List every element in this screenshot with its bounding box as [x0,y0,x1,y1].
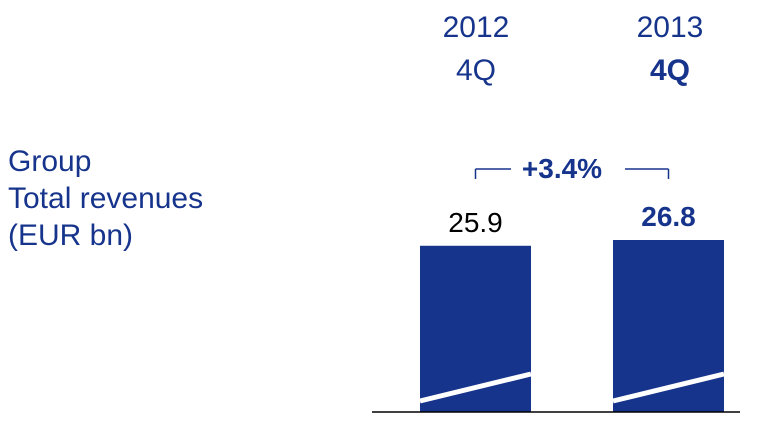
column-year: 2013 [636,11,704,44]
column-quarter: 4Q [455,54,497,87]
row-label-line-3: (EUR bn) [8,219,134,252]
bar-2 [613,240,724,412]
column-header-2012: 2012 4Q [416,6,536,92]
column-header-2013: 2013 4Q [610,6,730,92]
bar-stripe-1 [419,371,532,404]
row-label: Group Total revenues (EUR bn) [8,143,203,254]
column-year: 2012 [442,11,510,44]
bar-stripe-2 [612,371,725,404]
row-label-line-1: Group [8,145,92,178]
bar-value-label-2: 26.8 [641,201,696,232]
row-label-line-2: Total revenues [8,182,204,215]
bar-value-label-1: 25.9 [448,207,503,238]
bar-1 [420,245,531,412]
column-quarter: 4Q [649,54,691,87]
change-percent-label: +3.4% [522,153,602,184]
